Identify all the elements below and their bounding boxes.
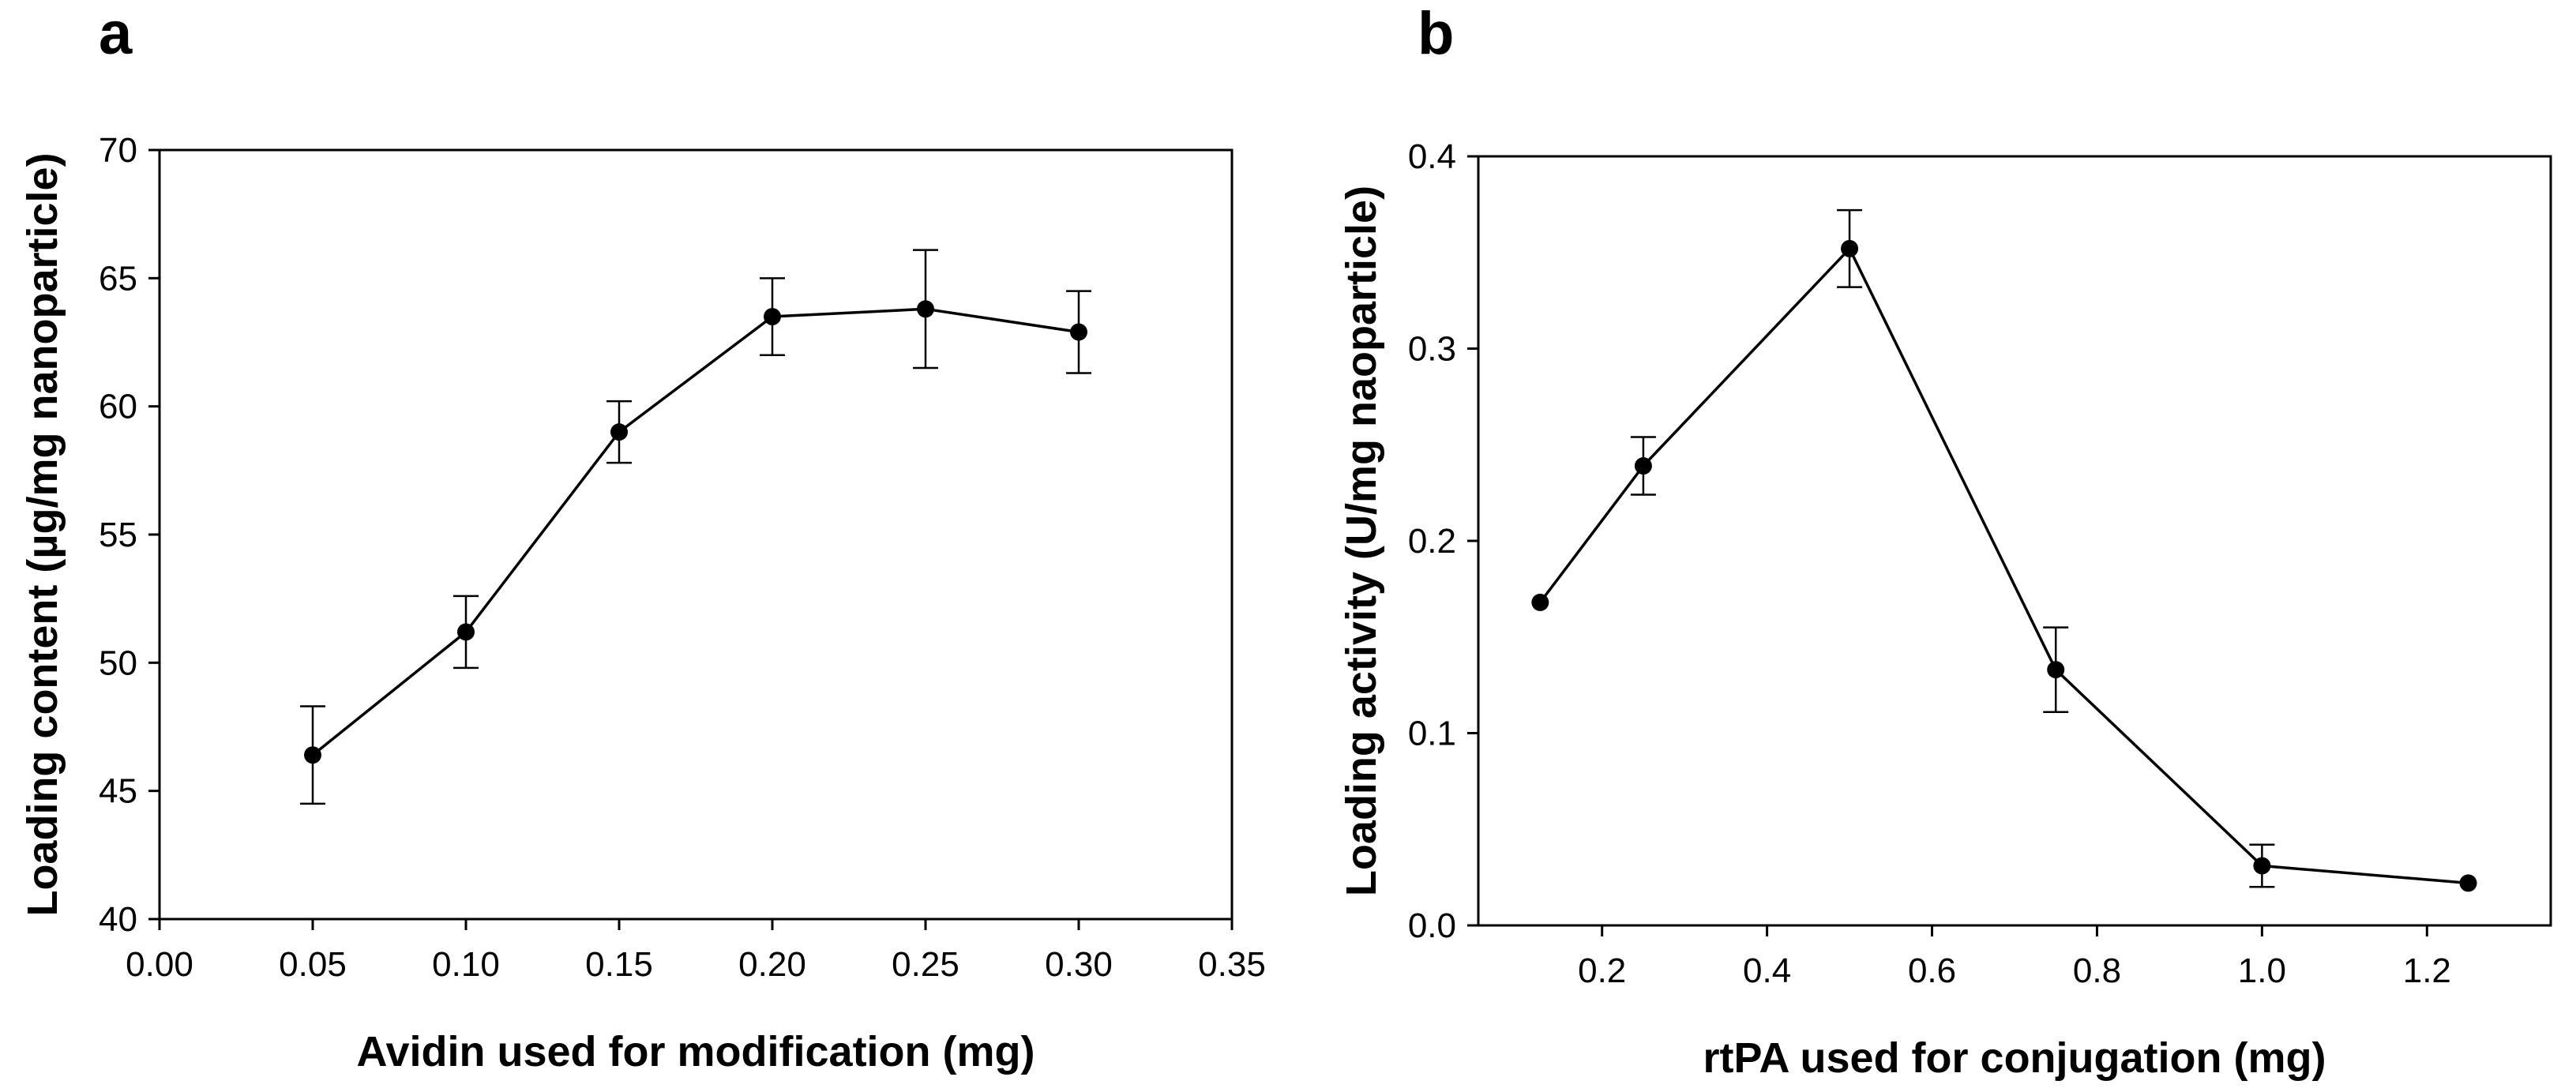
panel-b-x-tick-label: 0.8 <box>2073 951 2121 990</box>
panel-b: b 0.2 0.4 0.6 0.8 1.0 1.2 0.0 0.1 0.2 0.3 0.4 rtP… <box>1338 0 2552 1082</box>
panel-a-y-axis-title: Loading content (µg/mg nanoparticle) <box>19 152 66 916</box>
panel-a-data-point <box>917 300 934 318</box>
panel-a-data-point <box>304 746 321 764</box>
panel-b-x-axis-title: rtPA used for conjugation (mg) <box>1703 1034 2326 1082</box>
panel-a-series <box>300 249 1091 805</box>
panel-b-x-tick-label: 0.4 <box>1743 951 1791 990</box>
panel-a-series-line <box>311 307 1080 756</box>
panel-a-x-ticks: 0.00 0.05 0.10 0.15 0.20 0.25 0.30 0.35 <box>126 919 1266 984</box>
panel-a-x-tick-label: 0.25 <box>892 945 959 984</box>
panel-b-y-tick-label: 0.4 <box>1408 137 1456 176</box>
panel-b-series-line <box>1538 247 2469 885</box>
panel-a-x-tick-label: 0.10 <box>432 945 500 984</box>
panel-a-data-point <box>1070 323 1087 341</box>
panel-a-y-tick-label: 65 <box>99 259 137 298</box>
panel-a-y-tick-label: 45 <box>99 772 137 811</box>
panel-a-y-tick-label: 70 <box>99 131 137 170</box>
panel-a-data-point <box>457 623 475 641</box>
panel-b-x-tick-label: 0.6 <box>1908 951 1956 990</box>
panel-b-y-ticks: 0.0 0.1 0.2 0.3 0.4 <box>1408 137 1478 945</box>
panel-b-x-tick-label: 0.2 <box>1578 951 1626 990</box>
panel-b-y-tick-label: 0.3 <box>1408 330 1456 369</box>
panel-a-x-axis-title: Avidin used for modification (mg) <box>357 1028 1035 1075</box>
panel-a-data-point <box>764 308 781 326</box>
panel-a-x-tick-label: 0.15 <box>585 945 653 984</box>
panel-a-y-ticks: 40 45 50 55 60 65 70 <box>99 131 160 939</box>
panel-a-y-tick-label: 55 <box>99 516 137 554</box>
panel-b-plot-frame <box>1477 155 2552 927</box>
panel-b-series <box>1531 208 2477 892</box>
panel-a-y-tick-label: 40 <box>99 900 137 939</box>
panel-a-y-tick-label: 60 <box>99 388 137 426</box>
panel-a-letter: a <box>99 0 133 67</box>
panel-a-x-tick-label: 0.00 <box>126 945 193 984</box>
panel-b-x-ticks: 0.2 0.4 0.6 0.8 1.0 1.2 <box>1578 925 2451 990</box>
panel-a-x-tick-label: 0.35 <box>1198 945 1266 984</box>
panel-a-x-tick-label: 0.30 <box>1045 945 1113 984</box>
panel-b-y-tick-label: 0.0 <box>1408 906 1456 945</box>
panel-b-y-tick-label: 0.1 <box>1408 715 1456 753</box>
panel-b-y-axis-title: Loading activity (U/mg naoparticle) <box>1338 186 1385 896</box>
panel-b-data-point <box>1841 239 1859 257</box>
panel-b-data-point <box>1634 457 1652 475</box>
panel-a: a 0.00 0.05 0.10 0.15 0.20 0.25 0.30 0.35 40 45 5… <box>19 0 1266 1075</box>
panel-a-x-tick-label: 0.20 <box>738 945 806 984</box>
panel-b-data-point <box>2047 661 2065 679</box>
panel-b-data-point <box>2459 874 2477 892</box>
panel-b-x-tick-label: 1.2 <box>2403 951 2451 990</box>
panel-b-y-tick-label: 0.2 <box>1408 522 1456 561</box>
panel-b-x-tick-label: 1.0 <box>2238 951 2286 990</box>
panel-b-data-point <box>1531 593 1549 611</box>
panel-b-letter: b <box>1418 0 1454 67</box>
panel-a-x-tick-label: 0.05 <box>279 945 347 984</box>
panel-a-data-point <box>610 423 628 441</box>
panel-b-data-point <box>2253 857 2271 875</box>
panel-a-y-tick-label: 50 <box>99 644 137 682</box>
